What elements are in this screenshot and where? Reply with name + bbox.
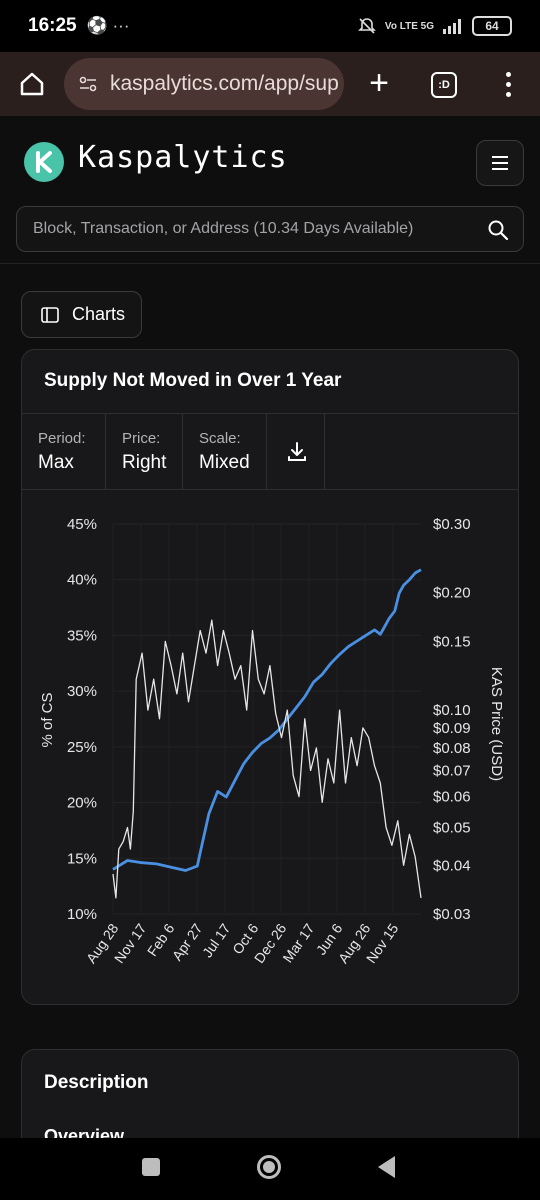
price-value: Right [122, 452, 167, 473]
search-placeholder: Block, Transaction, or Address (10.34 Da… [33, 220, 414, 237]
status-right: Vo LTE 5G 64 [357, 16, 512, 36]
brand-name[interactable]: Kaspalytics [78, 140, 288, 175]
new-tab-button[interactable]: + [369, 64, 389, 102]
y2-tick-label: $0.04 [433, 857, 471, 874]
y2-tick-label: $0.06 [433, 789, 471, 806]
download-icon [288, 442, 306, 461]
hamburger-menu-button[interactable] [476, 140, 524, 186]
y-tick-label: 15% [67, 850, 97, 867]
site-settings-icon[interactable] [78, 74, 98, 94]
site-header: Kaspalytics Block, Transaction, or Addre… [0, 116, 540, 264]
scale-selector[interactable]: Scale: Mixed [183, 414, 267, 490]
y-tick-label: 20% [67, 795, 97, 812]
scale-value: Mixed [199, 452, 250, 473]
description-subtitle: Overview [44, 1126, 125, 1138]
back-button[interactable] [378, 1156, 395, 1178]
charts-button-label: Charts [72, 304, 126, 324]
period-selector[interactable]: Period: Max [22, 414, 106, 490]
browser-menu-button[interactable] [496, 66, 520, 102]
y2-tick-label: $0.08 [433, 740, 471, 757]
price-label: Price: [122, 430, 161, 447]
y2-tick-label: $0.05 [433, 819, 471, 836]
search-input[interactable]: Block, Transaction, or Address (10.34 Da… [16, 206, 524, 252]
status-bar: 16:25 ⚽ ··· Vo LTE 5G 64 [0, 0, 540, 52]
scale-label: Scale: [199, 430, 241, 447]
y2-tick-label: $0.10 [433, 702, 471, 719]
y-axis-title: % of CS [39, 692, 56, 747]
y2-axis-title: KAS Price (USD) [488, 667, 505, 781]
charts-button[interactable]: Charts [21, 291, 142, 338]
chart-controls: Period: Max Price: Right Scale: Mixed [22, 413, 518, 490]
download-button[interactable] [267, 414, 325, 490]
y2-tick-label: $0.15 [433, 633, 471, 650]
price-selector[interactable]: Price: Right [106, 414, 183, 490]
chart-card-title: Supply Not Moved in Over 1 Year [44, 370, 342, 391]
x-tick-label: Jul 17 [199, 920, 234, 960]
system-navigation-bar [0, 1138, 540, 1200]
supply-chart[interactable]: 45% 40% 35% 30% 25% 20% 15% 10% $0.30 $0.20 $0.15 $… [22, 490, 519, 1000]
address-bar[interactable]: kaspalytics.com/app/sup [64, 58, 344, 110]
brand-logo-icon[interactable] [24, 142, 64, 182]
signal-icon [443, 19, 461, 34]
sidebar-panel-icon [41, 306, 59, 323]
y2-tick-label: $0.30 [433, 516, 471, 533]
status-time: 16:25 [28, 15, 77, 36]
y2-tick-label: $0.07 [433, 762, 471, 779]
y2-tick-label: $0.20 [433, 585, 471, 602]
period-value: Max [38, 452, 74, 473]
home-button[interactable] [14, 64, 50, 104]
price-line [112, 619, 422, 899]
supply-line [112, 568, 422, 872]
description-card: Description Overview [21, 1049, 519, 1138]
y2-tick-label: $0.09 [433, 720, 471, 737]
period-label: Period: [38, 430, 86, 447]
browser-toolbar: kaspalytics.com/app/sup + :D [0, 52, 540, 116]
home-nav-button[interactable] [257, 1155, 281, 1179]
search-icon[interactable] [487, 219, 509, 241]
y-tick-label: 25% [67, 739, 97, 756]
description-title: Description [44, 1072, 149, 1093]
url-text: kaspalytics.com/app/sup [110, 72, 339, 95]
y2-tick-label: $0.03 [433, 906, 471, 923]
y-tick-label: 45% [67, 516, 97, 533]
page-content: Kaspalytics Block, Transaction, or Addre… [0, 116, 540, 1138]
tab-switcher-button[interactable]: :D [431, 72, 457, 98]
network-label: Vo LTE 5G [384, 20, 434, 32]
home-icon [20, 72, 44, 96]
notification-icons: ⚽ ··· [86, 16, 130, 35]
mute-icon [357, 18, 376, 34]
y-tick-label: 10% [67, 906, 97, 923]
y-tick-label: 30% [67, 683, 97, 700]
battery-icon: 64 [472, 16, 512, 36]
y-tick-label: 35% [67, 627, 97, 644]
y-tick-label: 40% [67, 572, 97, 589]
x-tick-label: Apr 27 [169, 920, 206, 963]
chart-card: Supply Not Moved in Over 1 Year Period: … [21, 349, 519, 1005]
recents-button[interactable] [142, 1158, 160, 1176]
